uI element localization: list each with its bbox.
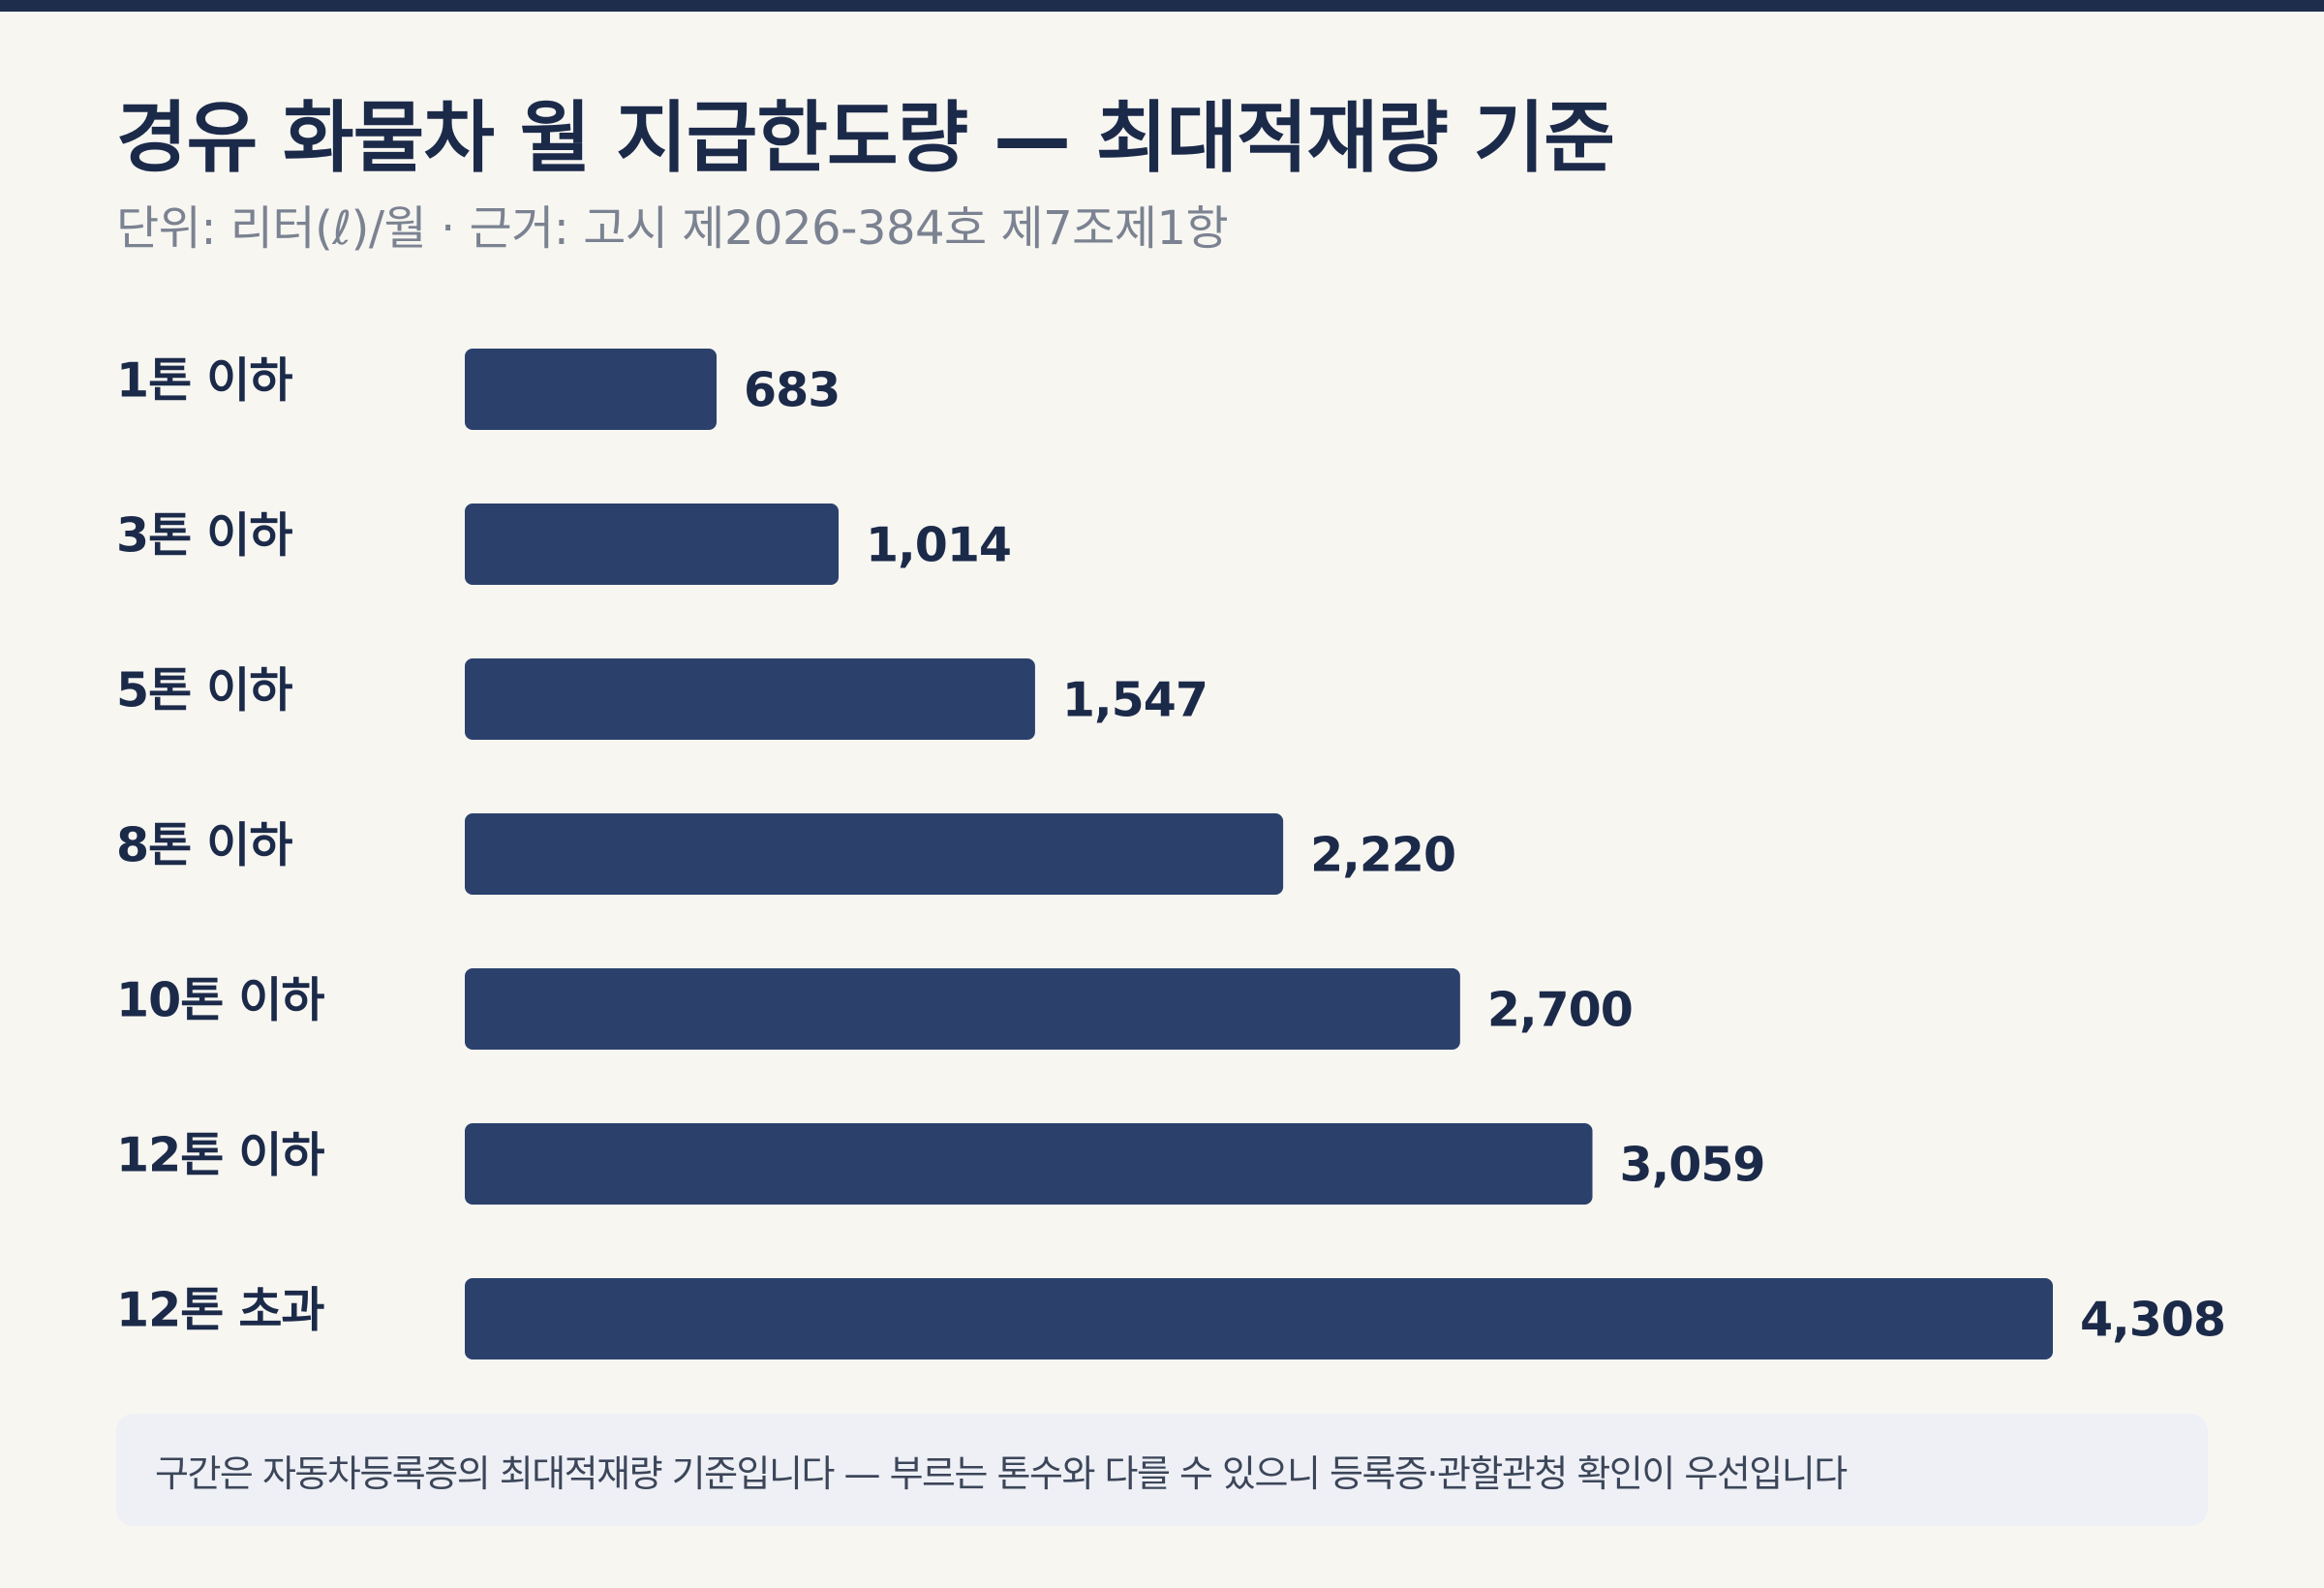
category-label: 10톤 이하 [116, 973, 324, 1028]
bar [465, 813, 1284, 895]
category-label: 12톤 초과 [116, 1283, 324, 1338]
bar [465, 1123, 1593, 1205]
bar [465, 504, 840, 585]
value-label: 3,059 [1620, 1138, 1765, 1193]
category-label: 8톤 이하 [116, 818, 292, 873]
bar [465, 1278, 2053, 1359]
footnote-text: 구간은 자동차등록증의 최대적재량 기준입니다 — 부르는 톤수와 다를 수 있… [155, 1451, 1848, 1495]
value-label: 683 [744, 363, 840, 418]
bar [465, 658, 1035, 740]
footnote-box: 구간은 자동차등록증의 최대적재량 기준입니다 — 부르는 톤수와 다를 수 있… [116, 1414, 2208, 1526]
value-label: 2,220 [1310, 828, 1455, 883]
value-label: 1,547 [1062, 673, 1208, 728]
chart-subtitle: 단위: 리터(ℓ)/월 · 근거: 고시 제2026-384호 제7조제1항 [116, 201, 1229, 256]
chart-title: 경유 화물차 월 지급한도량 — 최대적재량 기준 [116, 93, 1615, 183]
top-accent-bar [0, 0, 2324, 12]
value-label: 1,014 [866, 518, 1011, 573]
category-label: 12톤 이하 [116, 1128, 324, 1183]
category-label: 1톤 이하 [116, 353, 292, 409]
bar [465, 968, 1460, 1050]
value-label: 2,700 [1487, 983, 1633, 1038]
value-label: 4,308 [2080, 1293, 2225, 1348]
bar-chart: 1톤 이하 683 3톤 이하 1,014 5톤 이하 1,547 8톤 이하 2,220 10… [116, 349, 2226, 1359]
bars-layer: 1톤 이하 683 3톤 이하 1,014 5톤 이하 1,547 8톤 이하 2,220 10… [116, 349, 2226, 1359]
bar [465, 349, 718, 430]
category-label: 5톤 이하 [116, 663, 292, 718]
category-label: 3톤 이하 [116, 508, 292, 564]
